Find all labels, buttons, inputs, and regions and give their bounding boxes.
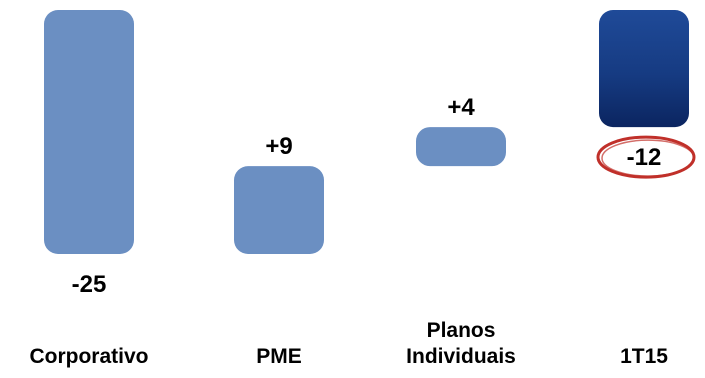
category-label-pme: PME [256,345,302,368]
bar-1t15 [599,10,689,128]
highlight-ring-inner [601,139,695,177]
bar-corporativo [44,10,134,254]
category-labels-group: Corporativo PME Planos Individuais 1T15 [29,319,668,368]
category-label-corporativo: Corporativo [29,345,148,368]
value-labels-group: -25 +9 +4 -12 [72,94,662,298]
value-label-1t15: -12 [627,144,662,171]
bar-pme [234,166,324,254]
bar-planos-individuais [416,127,506,167]
category-label-1t15: 1T15 [620,345,668,368]
value-label-pme: +9 [265,133,292,160]
bars-group [44,10,689,254]
highlights-group [596,135,696,179]
value-label-planos-individuais: +4 [447,94,475,121]
value-label-corporativo: -25 [72,271,107,298]
category-label-planos-individuais: Planos Individuais [406,319,516,368]
